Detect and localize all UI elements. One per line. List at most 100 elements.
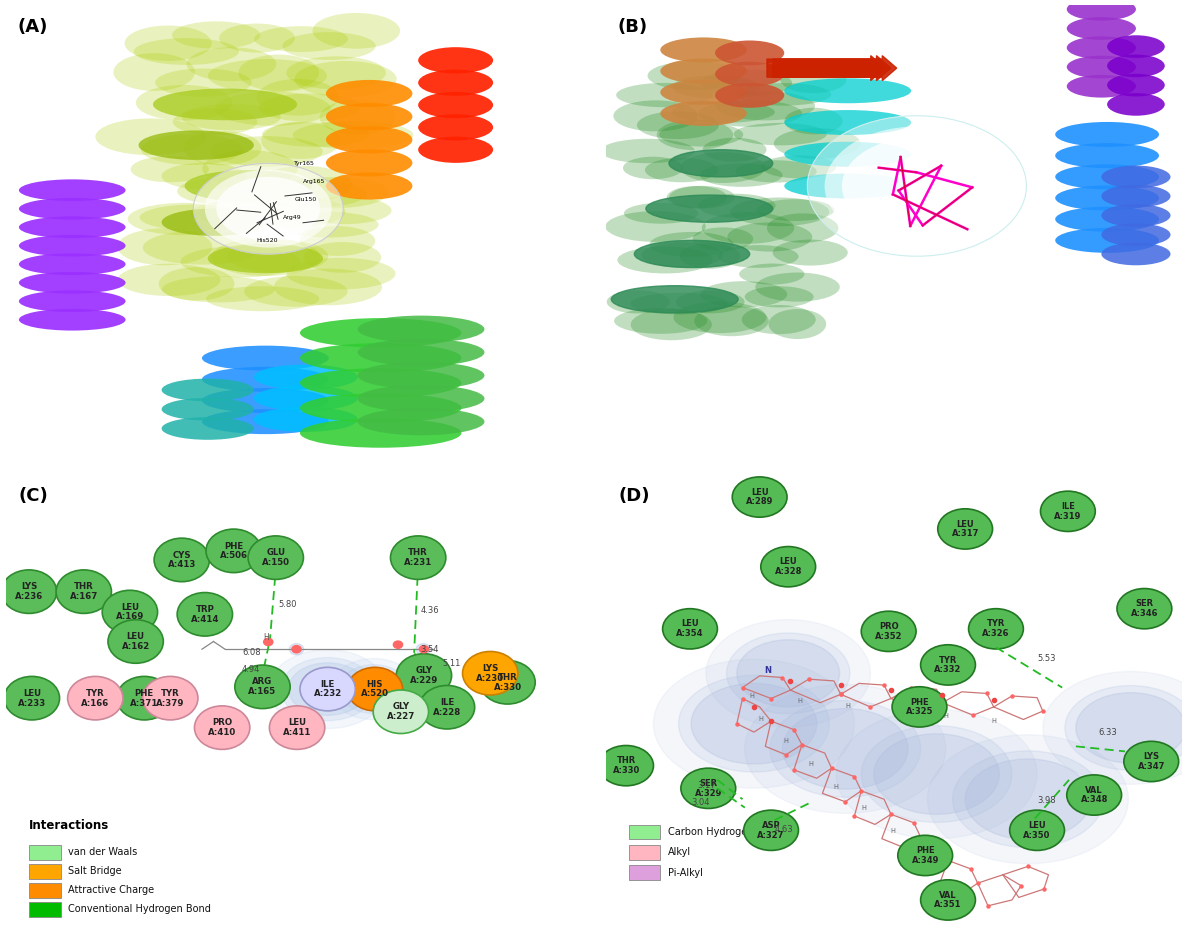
Text: (A): (A) [18,19,48,36]
Ellipse shape [784,78,911,104]
Ellipse shape [1067,36,1136,59]
Ellipse shape [784,110,911,135]
Text: LEU
A:289: LEU A:289 [746,488,773,506]
Ellipse shape [646,195,772,222]
Text: HIS
A:520: HIS A:520 [361,680,388,699]
Circle shape [108,620,163,663]
Circle shape [195,706,249,749]
Ellipse shape [842,137,992,234]
Ellipse shape [1101,243,1170,265]
Ellipse shape [279,212,379,237]
FancyArrow shape [772,56,891,80]
Circle shape [393,641,403,648]
Text: THR
A:231: THR A:231 [404,548,432,567]
Text: H: H [891,828,896,834]
Ellipse shape [299,226,375,256]
Ellipse shape [669,149,772,177]
Ellipse shape [211,238,321,276]
Text: 5.80: 5.80 [278,600,297,609]
Circle shape [1124,742,1178,782]
Ellipse shape [202,409,329,434]
Ellipse shape [299,393,461,423]
Ellipse shape [741,305,816,334]
Ellipse shape [418,48,493,74]
Text: H: H [834,784,839,789]
Ellipse shape [255,180,367,208]
Circle shape [419,686,475,729]
Ellipse shape [661,37,747,63]
Text: LEU
A:411: LEU A:411 [283,718,311,737]
Ellipse shape [292,121,413,149]
Circle shape [373,690,429,733]
Text: CYS
A:413: CYS A:413 [168,550,196,569]
Ellipse shape [1076,693,1186,763]
Ellipse shape [358,361,485,389]
Ellipse shape [134,38,239,65]
Ellipse shape [202,346,329,371]
Ellipse shape [1055,164,1159,190]
Text: LEU
A:233: LEU A:233 [18,688,46,708]
Ellipse shape [118,228,213,265]
Ellipse shape [181,246,301,277]
Text: 3.17: 3.17 [697,782,715,790]
FancyBboxPatch shape [628,825,661,839]
Ellipse shape [678,675,829,772]
Ellipse shape [647,62,740,91]
Ellipse shape [1067,75,1136,97]
Circle shape [1041,491,1095,531]
Ellipse shape [261,121,341,159]
Ellipse shape [358,316,485,343]
Ellipse shape [661,59,747,83]
Ellipse shape [1055,143,1159,168]
Ellipse shape [330,658,417,720]
Ellipse shape [191,200,299,226]
FancyBboxPatch shape [29,884,61,898]
Ellipse shape [624,203,699,224]
Ellipse shape [345,669,403,710]
Text: H: H [943,714,948,719]
Text: THR
A:330: THR A:330 [493,673,522,692]
Ellipse shape [757,199,834,221]
Text: 4.63: 4.63 [775,825,794,834]
Text: H: H [264,633,270,643]
FancyArrow shape [767,56,885,80]
Ellipse shape [156,68,252,97]
Circle shape [102,590,158,634]
Ellipse shape [606,211,706,242]
Ellipse shape [290,644,304,655]
Ellipse shape [358,385,485,412]
Ellipse shape [727,222,813,251]
Ellipse shape [617,83,713,107]
Ellipse shape [162,163,246,190]
Ellipse shape [202,150,298,187]
Text: GLU
A:150: GLU A:150 [261,548,290,567]
Ellipse shape [672,76,760,98]
Circle shape [56,570,112,614]
Ellipse shape [1055,228,1159,253]
Circle shape [744,810,798,851]
Ellipse shape [1107,93,1164,116]
Circle shape [1,570,57,614]
Text: LYS
A:347: LYS A:347 [1138,752,1165,771]
Ellipse shape [836,710,1037,839]
Text: (D): (D) [618,488,650,505]
Text: His520: His520 [257,238,278,243]
Circle shape [480,660,535,704]
Text: PHE
A:506: PHE A:506 [220,542,247,560]
Ellipse shape [1107,74,1164,96]
Ellipse shape [139,131,254,160]
Ellipse shape [1043,672,1188,785]
Ellipse shape [965,759,1091,840]
Ellipse shape [162,208,265,235]
Text: THR
A:330: THR A:330 [613,757,639,775]
Ellipse shape [140,205,247,231]
Ellipse shape [210,136,323,166]
Circle shape [206,529,261,573]
Text: Conventional Hydrogen Bond: Conventional Hydrogen Bond [68,904,211,914]
Ellipse shape [953,751,1104,847]
Text: VAL
A:348: VAL A:348 [1080,785,1108,804]
Circle shape [898,835,953,875]
Circle shape [1067,775,1121,815]
Ellipse shape [418,69,493,96]
Ellipse shape [701,69,792,97]
